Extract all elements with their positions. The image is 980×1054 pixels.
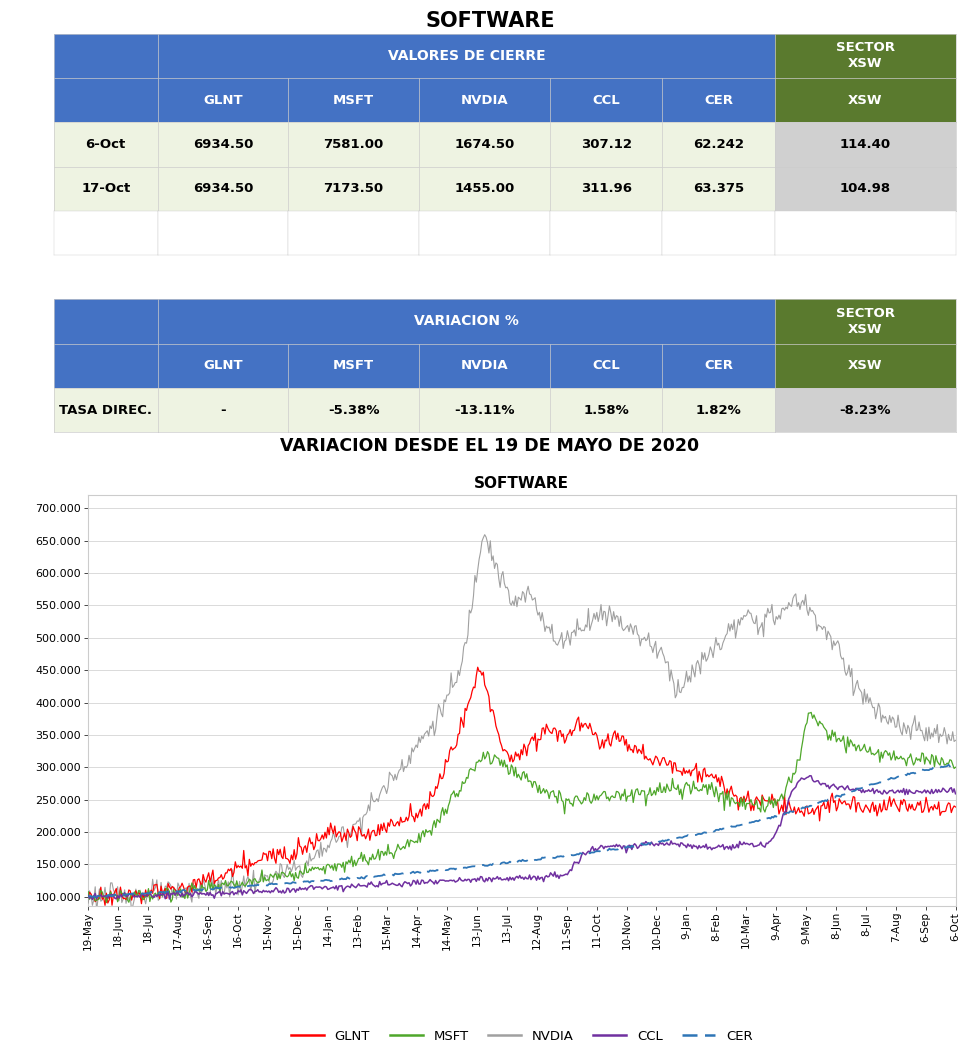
Text: 1455.00: 1455.00: [455, 182, 514, 195]
Text: -13.11%: -13.11%: [454, 404, 514, 416]
Text: SECTOR
XSW: SECTOR XSW: [836, 41, 895, 71]
Text: CER: CER: [705, 359, 733, 372]
Text: SOFTWARE: SOFTWARE: [425, 11, 555, 31]
Text: 1.82%: 1.82%: [696, 404, 742, 416]
Text: NVDIA: NVDIA: [461, 94, 509, 106]
Text: 17-Oct: 17-Oct: [81, 182, 130, 195]
Text: 307.12: 307.12: [580, 138, 632, 151]
Text: SECTOR
XSW: SECTOR XSW: [836, 307, 895, 336]
Text: MSFT: MSFT: [333, 359, 374, 372]
Text: 311.96: 311.96: [580, 182, 632, 195]
Text: -8.23%: -8.23%: [840, 404, 891, 416]
Text: 7173.50: 7173.50: [323, 182, 384, 195]
Text: 7581.00: 7581.00: [323, 138, 384, 151]
Text: 1.58%: 1.58%: [583, 404, 629, 416]
Text: NVDIA: NVDIA: [461, 359, 509, 372]
Text: CER: CER: [705, 94, 733, 106]
Text: TASA DIREC.: TASA DIREC.: [59, 404, 152, 416]
Text: 6934.50: 6934.50: [193, 138, 253, 151]
Text: CCL: CCL: [592, 94, 620, 106]
Text: 6-Oct: 6-Oct: [85, 138, 125, 151]
Text: XSW: XSW: [848, 94, 883, 106]
Text: 1674.50: 1674.50: [455, 138, 514, 151]
Text: 62.242: 62.242: [693, 138, 745, 151]
Text: VARIACION DESDE EL 19 DE MAYO DE 2020: VARIACION DESDE EL 19 DE MAYO DE 2020: [280, 437, 700, 455]
Text: CCL: CCL: [592, 359, 620, 372]
Text: VARIACION %: VARIACION %: [414, 314, 518, 329]
Text: VALORES DE CIERRE: VALORES DE CIERRE: [387, 48, 545, 63]
Text: MSFT: MSFT: [333, 94, 374, 106]
Text: 63.375: 63.375: [693, 182, 745, 195]
Text: -: -: [220, 404, 225, 416]
Text: 6934.50: 6934.50: [193, 182, 253, 195]
Legend: GLNT, MSFT, NVDIA, CCL, CER: GLNT, MSFT, NVDIA, CCL, CER: [286, 1024, 758, 1048]
Title: SOFTWARE: SOFTWARE: [474, 476, 569, 491]
Text: GLNT: GLNT: [203, 94, 243, 106]
Text: 104.98: 104.98: [840, 182, 891, 195]
Text: -5.38%: -5.38%: [328, 404, 379, 416]
Text: 114.40: 114.40: [840, 138, 891, 151]
Text: GLNT: GLNT: [203, 359, 243, 372]
Text: XSW: XSW: [848, 359, 883, 372]
